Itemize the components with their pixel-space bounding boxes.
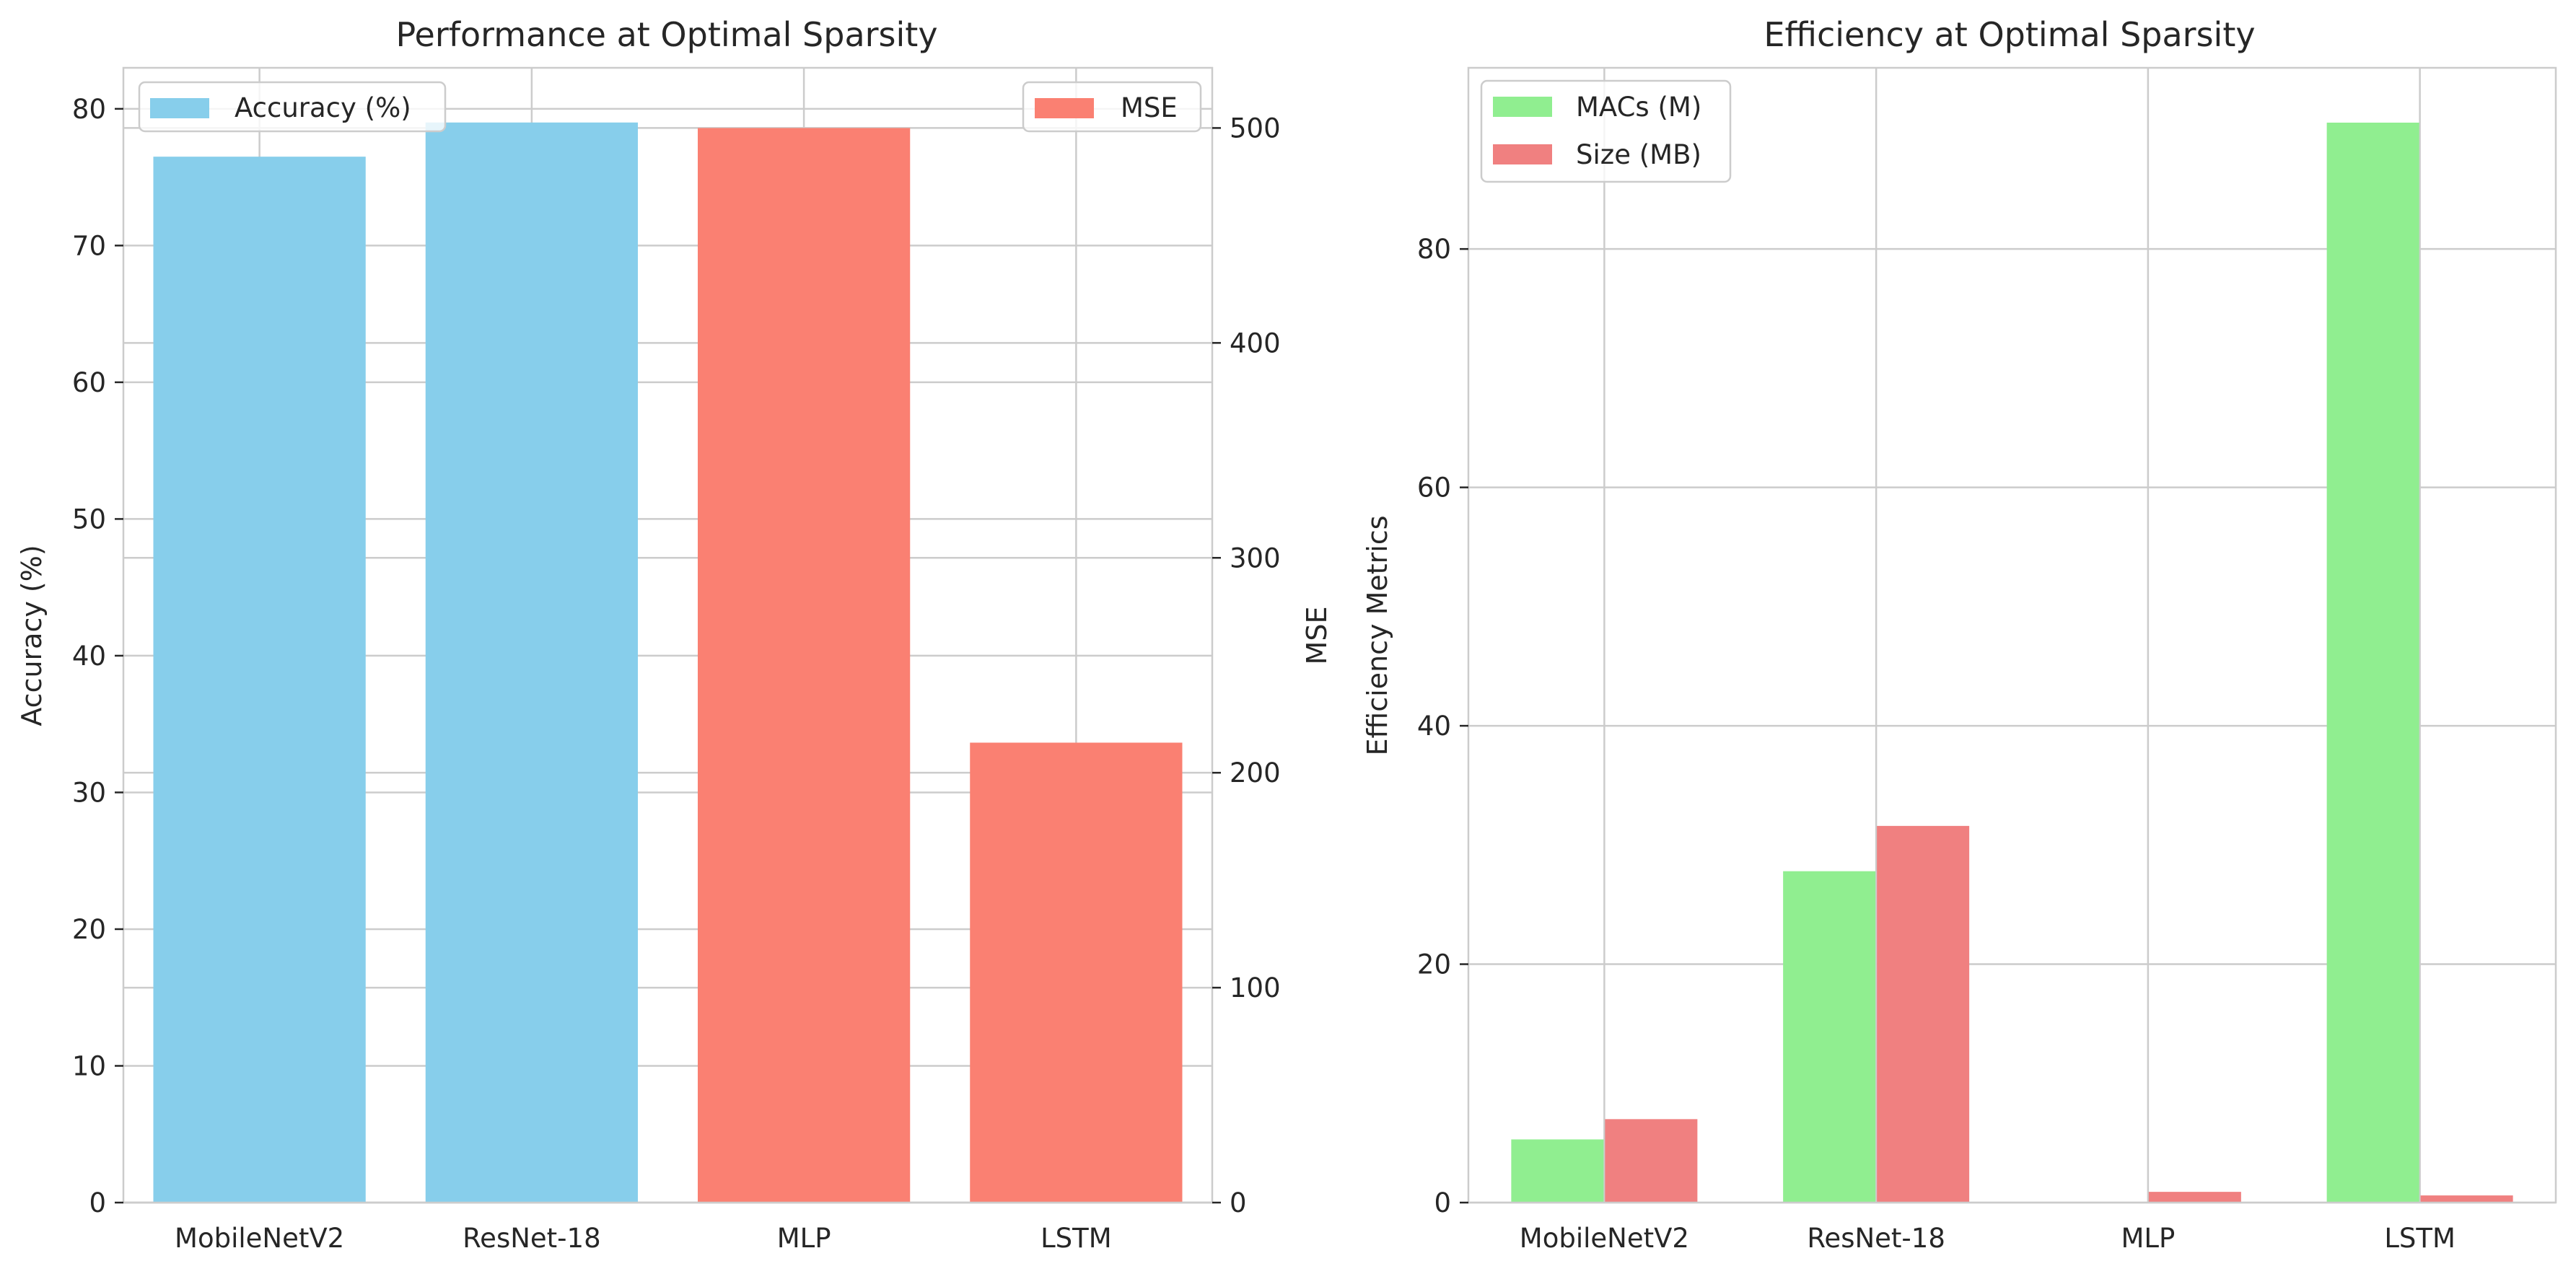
legend-label-size: Size (MB): [1576, 139, 1701, 170]
y2-tick-label: 400: [1230, 328, 1281, 359]
y2-tick-label: 500: [1230, 113, 1281, 144]
chart-efficiency: 0 20 40 60 80 MobileNetV2 ResNet-18 MLP LSTM Ef…: [1362, 15, 2557, 1254]
bars: [1511, 123, 2513, 1203]
x-tick-label: MobileNetV2: [1520, 1223, 1689, 1254]
legend-swatch-macs: [1493, 97, 1552, 117]
chart-title: Efficiency at Optimal Sparsity: [1764, 15, 2255, 54]
legend-label-macs: MACs (M): [1576, 92, 1701, 123]
y-tick-label: 0: [89, 1187, 106, 1218]
bar-macs-lstm: [2326, 123, 2419, 1203]
y-tick-label: 60: [1417, 473, 1451, 504]
y-tick-label: 40: [1417, 711, 1451, 742]
plot-frame: [122, 66, 1214, 1204]
x-tick-label: ResNet-18: [1807, 1223, 1945, 1254]
y-tick-label: 60: [72, 367, 106, 398]
bar-size-lstm: [2420, 1195, 2513, 1203]
y2-tick-label: 100: [1230, 972, 1281, 1003]
y-tick-label: 70: [72, 230, 106, 261]
y-tick-label: 10: [72, 1050, 106, 1081]
legend-accuracy: Accuracy (%): [138, 81, 447, 133]
y-tick-label: 20: [1417, 949, 1451, 980]
x-axis-ticks: MobileNetV2 ResNet-18 MLP LSTM: [1520, 1223, 2455, 1254]
x-tick-label: MLP: [777, 1223, 831, 1254]
x-tick-label: LSTM: [2384, 1223, 2455, 1254]
x-tick-label: ResNet-18: [463, 1223, 600, 1254]
y2-tick-label: 300: [1230, 542, 1281, 574]
legend-mse: MSE: [1022, 81, 1202, 133]
legend-label-accuracy: Accuracy (%): [235, 92, 411, 123]
bar-accuracy-resnet-18: [425, 122, 639, 1203]
x-axis-ticks: MobileNetV2 ResNet-18 MLP LSTM: [175, 1223, 1112, 1254]
y-axis-label: Efficiency Metrics: [1362, 515, 1393, 755]
y2-tick-label: 200: [1230, 757, 1281, 788]
bar-mse-lstm: [970, 742, 1183, 1203]
y-axis-label: Accuracy (%): [16, 545, 48, 726]
y-tick-label: 80: [1417, 234, 1451, 265]
bar-size-mobilenetv2: [1605, 1119, 1698, 1203]
legend-box: [138, 81, 447, 133]
y-tick-label: 80: [72, 94, 106, 125]
bar-macs-resnet-18: [1783, 871, 1876, 1203]
y2-axis-label: MSE: [1301, 607, 1333, 665]
y-tick-label: 50: [72, 504, 106, 535]
legend-swatch-mse: [1035, 98, 1094, 118]
chart-performance: 0 10 20 30 40 50 60 70 80 0 100 200 300 400 500 Mobil…: [16, 15, 1333, 1254]
x-tick-label: LSTM: [1041, 1223, 1112, 1254]
y-tick-label: 40: [72, 641, 106, 672]
plot-frame: [1467, 66, 2557, 1204]
legend-swatch-size: [1493, 144, 1552, 164]
chart-title: Performance at Optimal Sparsity: [395, 15, 937, 54]
y2-axis-ticks: 0 100 200 300 400 500: [1212, 113, 1281, 1218]
y-axis-ticks: 0 10 20 30 40 50 60 70 80: [72, 94, 123, 1218]
y2-tick-label: 0: [1230, 1187, 1247, 1218]
x-tick-label: MobileNetV2: [175, 1223, 344, 1254]
y-axis-ticks: 0 20 40 60 80: [1417, 234, 1468, 1218]
x-tick-label: MLP: [2121, 1223, 2175, 1254]
legend-box: [1022, 81, 1202, 133]
axes-frame: [122, 66, 1214, 1204]
bar-macs-mobilenetv2: [1511, 1139, 1604, 1203]
legend-swatch-accuracy: [150, 98, 209, 118]
legend-efficiency: MACs (M) Size (MB): [1480, 79, 1732, 183]
y-tick-label: 30: [72, 777, 106, 808]
axes-frame: [1467, 66, 2557, 1204]
bar-size-resnet-18: [1877, 825, 1970, 1203]
y-tick-label: 20: [72, 914, 106, 945]
legend-label-mse: MSE: [1121, 92, 1178, 123]
bar-mse-mlp: [697, 128, 911, 1203]
bars: [153, 122, 1183, 1203]
y-tick-label: 0: [1434, 1187, 1451, 1218]
bar-size-mlp: [2148, 1192, 2241, 1203]
bar-accuracy-mobilenetv2: [153, 157, 366, 1203]
